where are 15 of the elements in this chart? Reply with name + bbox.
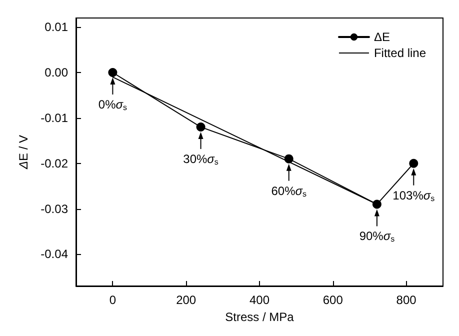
x-tick-label: 800 bbox=[396, 293, 417, 307]
legend-label: ΔE bbox=[374, 30, 390, 44]
y-tick-label: -0.02 bbox=[40, 156, 68, 170]
y-tick-label: 0.01 bbox=[44, 20, 68, 34]
y-tick-label: -0.04 bbox=[40, 247, 68, 262]
y-axis-title: ΔE / V bbox=[16, 134, 31, 170]
y-tick-label: -0.01 bbox=[40, 110, 68, 125]
legend-label: Fitted line bbox=[374, 46, 426, 60]
x-axis-title: Stress / MPa bbox=[225, 310, 294, 324]
x-tick-label: 400 bbox=[249, 293, 270, 307]
y-tick-label: -0.03 bbox=[40, 202, 68, 216]
x-tick-label: 600 bbox=[322, 293, 344, 307]
x-tick-label: 0 bbox=[109, 293, 116, 307]
x-tick-label: 200 bbox=[176, 293, 196, 307]
y-tick-label: 0.00 bbox=[44, 66, 68, 80]
